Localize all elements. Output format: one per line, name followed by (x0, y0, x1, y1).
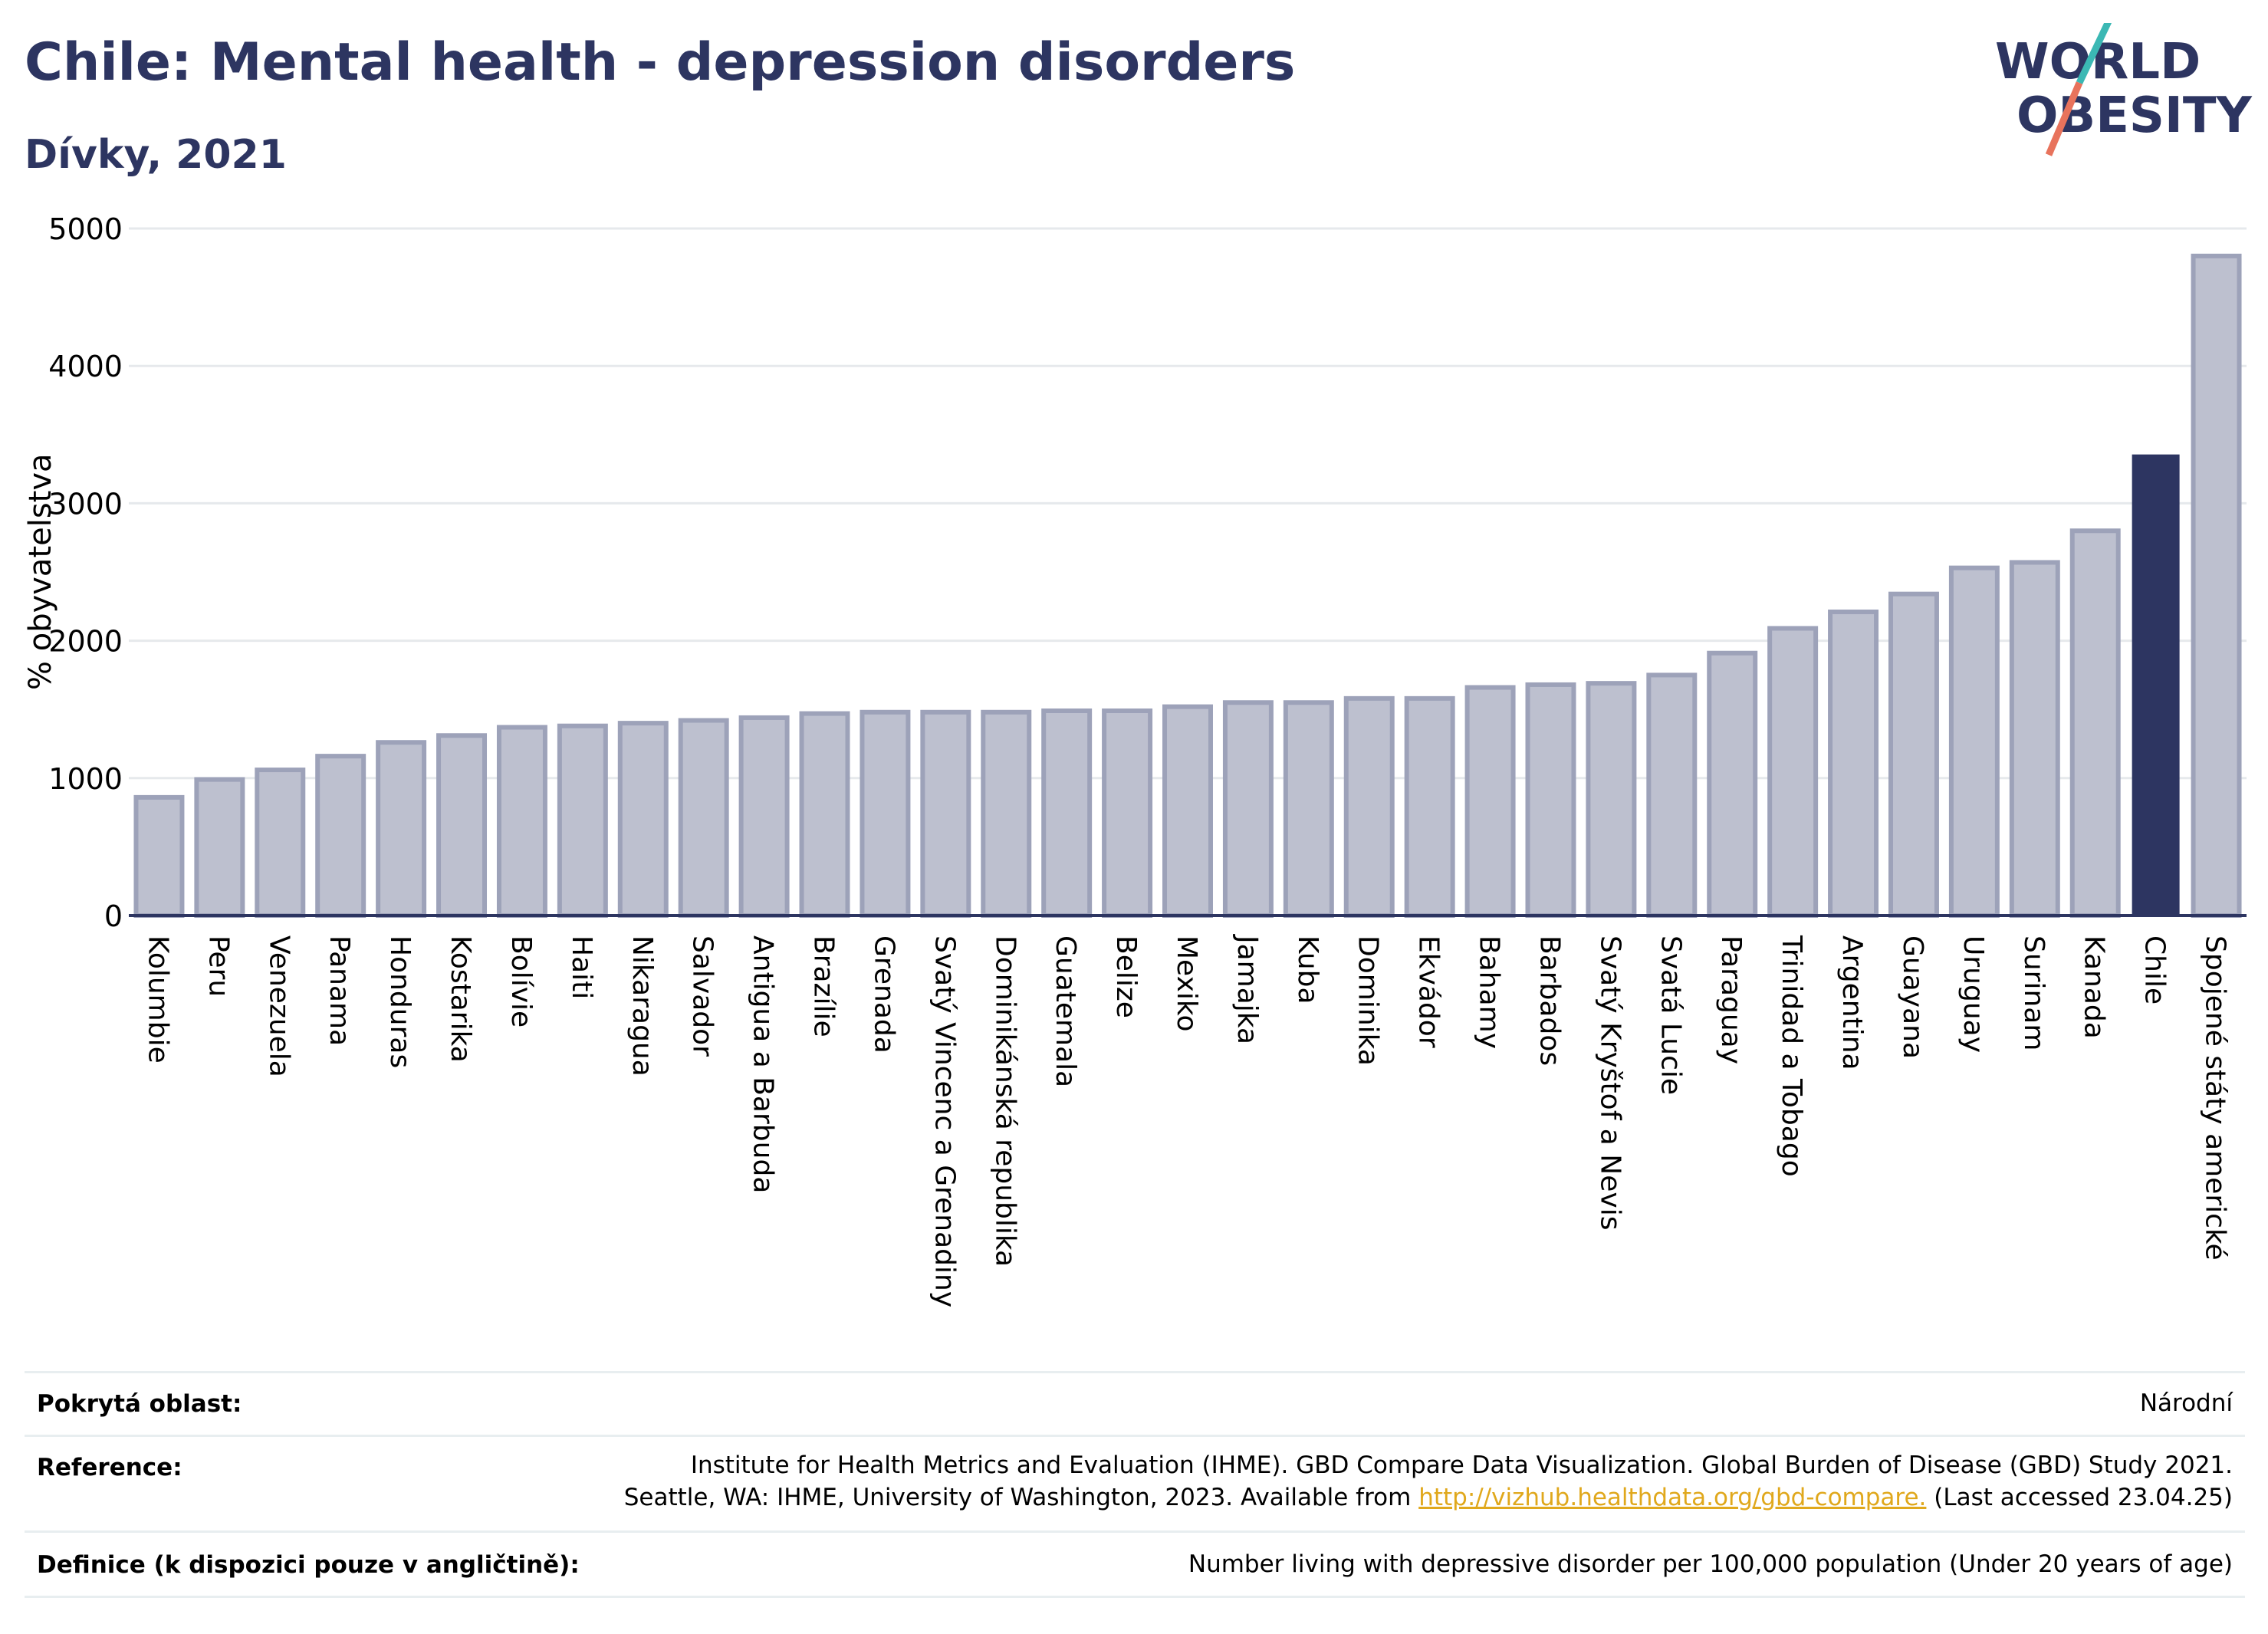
x-tick-label: Antigua a Barbuda (748, 935, 779, 1193)
x-tick-label: Venezuela (263, 935, 294, 1077)
x-tick-label: Paraguay (1715, 935, 1747, 1064)
x-tick-label: Nikaragua (626, 935, 658, 1077)
logo-slash-coral (2045, 81, 2083, 156)
x-tick-label: Mexiko (1171, 935, 1202, 1031)
x-tick-label: Bahamy (1474, 935, 1505, 1049)
footer-definition-row: Definice (k dispozici pouze v angličtině… (25, 1530, 2245, 1598)
reference-line-2: Seattle, WA: IHME, University of Washing… (624, 1481, 2233, 1514)
world-obesity-logo: WORLD OBESITY (1995, 23, 2252, 156)
bar-argentina (1828, 609, 1879, 919)
coverage-label: Pokrytá oblast: (37, 1390, 242, 1418)
x-tick-label: Panama (324, 935, 355, 1046)
x-tick-label: Chile (2139, 935, 2171, 1004)
logo-slash-teal (2076, 23, 2112, 84)
bar-kolumbie (133, 794, 185, 918)
x-tick-label: Bolívie (505, 935, 537, 1027)
x-tick-label: Barbados (1533, 935, 1565, 1066)
bar-salvador (678, 718, 729, 919)
x-tick-label: Trinidad a Tobago (1776, 935, 1807, 1177)
bar-nikaragua (617, 721, 669, 918)
x-tick-label: Ekvádor (1413, 935, 1445, 1048)
definition-value: Number living with depressive disorder p… (1188, 1550, 2233, 1578)
reference-line-2-pre: Seattle, WA: IHME, University of Washing… (623, 1484, 1419, 1511)
bar-chile (2132, 454, 2180, 916)
definition-label: Definice (k dispozici pouze v angličtině… (37, 1551, 580, 1579)
bar-bahamy (1464, 685, 1516, 918)
chart-footer: Pokrytá oblast: Národní Reference: Insti… (25, 1371, 2245, 1598)
coverage-value: Národní (2139, 1389, 2233, 1417)
reference-text: Institute for Health Metrics and Evaluat… (624, 1449, 2233, 1514)
x-tick-label: Kolumbie (142, 935, 173, 1064)
y-tick-label: 1000 (48, 762, 123, 796)
y-tick-label: 3000 (48, 487, 123, 521)
x-tick-label: Argentina (1836, 935, 1868, 1070)
bar-braz-lie (799, 711, 850, 918)
x-tick-label: Dominika (1353, 935, 1384, 1066)
x-tick-label: Dominikánská republika (989, 935, 1021, 1267)
reference-line-2-post: (Last accessed 23.04.25) (1926, 1484, 2233, 1511)
bar-bol-vie (496, 725, 547, 918)
x-tick-label: Kuba (1292, 935, 1323, 1004)
x-tick-label: Peru (202, 935, 234, 997)
chart-title: Chile: Mental health - depression disord… (25, 32, 1296, 93)
bar-jamajka (1222, 700, 1274, 918)
chart-subtitle: Dívky, 2021 (25, 132, 287, 178)
y-tick-label: 5000 (48, 212, 123, 246)
x-tick-label: Kostarika (445, 935, 476, 1063)
bar-paraguay (1707, 650, 1758, 919)
x-tick-label: Guayana (1897, 935, 1928, 1059)
bar-ekv-dor (1404, 695, 1455, 918)
bar-guatemala (1041, 708, 1093, 918)
x-tick-label: Svatá Lucie (1655, 935, 1686, 1095)
bar-svat-vincenc-a-grenadiny (920, 709, 971, 918)
bar-svat-lucie (1646, 672, 1698, 919)
bar-trinidad-a-tobago (1767, 626, 1819, 918)
x-tick-label: Uruguay (1957, 935, 1989, 1053)
reference-link[interactable]: http://vizhub.healthdata.org/gbd-compare… (1418, 1484, 1927, 1511)
bar-chart: 0 1000 2000 3000 4000 5000 Kolumbie Peru Venezue… (48, 212, 2247, 1307)
x-tick-label: Jamajka (1231, 934, 1263, 1044)
reference-line-1: Institute for Health Metrics and Evaluat… (690, 1452, 2233, 1479)
x-tick-label: Spojené státy americké (2200, 935, 2231, 1261)
bar-venezuela (255, 768, 306, 918)
bar-guayana (1888, 591, 1939, 918)
x-tick-label: Svatý Kryštof a Nevis (1594, 935, 1625, 1230)
bar-uruguay (1948, 565, 2000, 919)
bar-mexiko (1162, 704, 1213, 919)
y-tick-label: 0 (104, 899, 123, 933)
bar-dominika (1343, 695, 1395, 918)
bar-belize (1102, 708, 1153, 918)
x-tick-label: Kanada (2079, 935, 2110, 1039)
bar-haiti (557, 723, 608, 918)
bar-grenada (860, 709, 911, 918)
bar-kostarika (436, 733, 488, 918)
x-tick-label: Salvador (687, 935, 718, 1057)
x-tick-label: Grenada (868, 935, 899, 1054)
footer-coverage-row: Pokrytá oblast: Národní (25, 1371, 2245, 1435)
bar-honduras (376, 740, 427, 919)
bar-kanada (2069, 528, 2121, 918)
bar-panama (315, 754, 366, 918)
x-tick-label: Surinam (2018, 935, 2049, 1050)
x-tick-label: Svatý Vincenc a Grenadiny (929, 935, 960, 1307)
bar-dominik-nsk-republika (981, 709, 1032, 918)
x-tick-label: Guatemala (1050, 935, 1081, 1087)
y-tick-label: 4000 (48, 350, 123, 383)
bar-antigua-a-barbuda (738, 715, 790, 919)
reference-label: Reference: (37, 1454, 182, 1481)
bar-barbados (1525, 682, 1576, 918)
bar-svat-kry-tof-a-nevis (1586, 681, 1637, 918)
bar-surinam (2009, 560, 2060, 918)
bar-peru (194, 777, 245, 918)
x-tick-label: Belize (1110, 935, 1142, 1018)
bar-kuba (1283, 700, 1334, 918)
x-tick-label: Honduras (384, 935, 416, 1068)
x-tick-label: Brazílie (808, 935, 840, 1037)
bar-spojen-st-ty-americk- (2191, 253, 2242, 918)
y-tick-label: 2000 (48, 625, 123, 659)
footer-reference-row: Reference: Institute for Health Metrics … (25, 1435, 2245, 1530)
x-tick-label: Haiti (566, 935, 597, 999)
